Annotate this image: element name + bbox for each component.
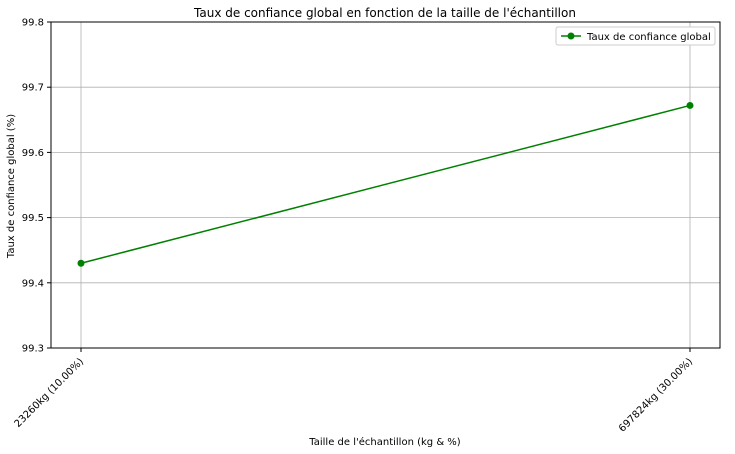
series-line <box>80 104 691 264</box>
legend: Taux de confiance global <box>555 26 716 46</box>
y-tick-label: 99.8 <box>22 18 44 29</box>
x-tick-label: 23260kg (10.00%) <box>13 356 87 430</box>
y-tick-label: 99.7 <box>22 83 44 94</box>
y-tick-label: 99.5 <box>22 213 44 224</box>
data-point <box>77 259 85 267</box>
legend-box <box>555 26 716 46</box>
data-point <box>686 101 694 109</box>
y-axis: 99.3 99.4 99.5 99.6 99.7 99.8 <box>22 18 51 355</box>
x-tick-label: 697824kg (30.00%) <box>617 356 695 434</box>
x-axis: 23260kg (10.00%) 697824kg (30.00%) <box>13 348 695 434</box>
legend-label: Taux de confiance global <box>586 32 711 43</box>
x-axis-title: Taille de l'échantillon (kg & %) <box>308 436 460 448</box>
y-tick-label: 99.6 <box>22 148 44 159</box>
y-tick-label: 99.4 <box>22 278 44 289</box>
chart-title: Taux de confiance global en fonction de … <box>193 6 576 20</box>
plot-frame <box>50 21 721 349</box>
y-tick-label: 99.3 <box>22 344 44 355</box>
series-layer <box>77 101 694 267</box>
y-axis-title: Taux de confiance global (%) <box>6 114 17 259</box>
legend-marker-icon <box>567 32 575 40</box>
